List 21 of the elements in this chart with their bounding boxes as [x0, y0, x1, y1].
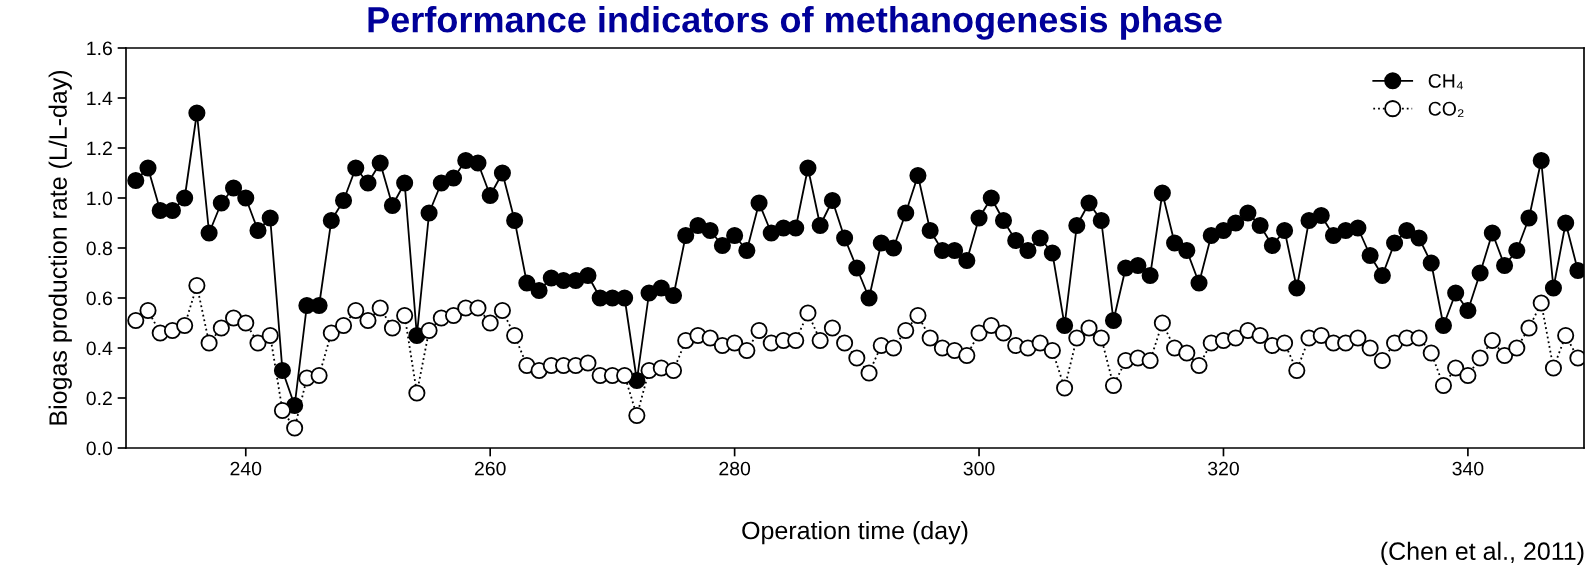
y-tick-label: 1.2: [87, 141, 112, 156]
x-tick-label: 320: [1207, 461, 1239, 476]
y-tick-label: 1.6: [87, 41, 112, 56]
y-tick-label: 0.0: [86, 441, 113, 456]
x-tick-label: 260: [474, 461, 506, 476]
y-tick-label: 0.8: [86, 241, 112, 256]
x-axis-title: Operation time (day): [742, 520, 968, 545]
y-tick-label: 0.6: [86, 291, 112, 306]
x-tick-label: 280: [719, 461, 751, 476]
text: (Chen et al., 2011): [1381, 541, 1584, 565]
x-tick-label: 340: [1452, 461, 1484, 476]
x-tick-label: 300: [963, 461, 995, 476]
x-tick-label: 240: [230, 461, 262, 476]
y-tick-label: 0.2: [86, 391, 112, 406]
y-tick-label: 1.4: [87, 91, 113, 106]
legend-label: CH₄: [1428, 74, 1463, 90]
legend-label: CO₂: [1428, 101, 1464, 118]
y-tick-label: 0.4: [86, 341, 113, 356]
y-tick-label: 1.0: [87, 191, 113, 206]
chart-title: Performance indicators of methanogenesis phase: [368, 6, 1222, 40]
y-axis-title: Biogas production rate (L/L-day): [48, 70, 72, 425]
